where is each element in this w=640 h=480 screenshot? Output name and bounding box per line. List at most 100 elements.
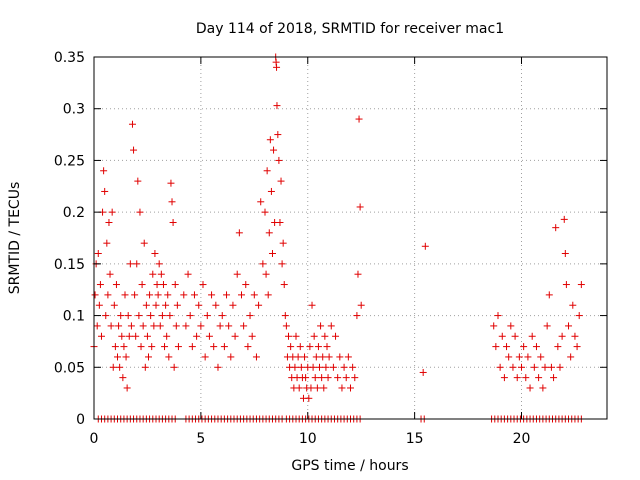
data-point <box>103 239 111 247</box>
data-point <box>419 368 427 376</box>
data-point <box>264 291 272 299</box>
data-point <box>235 229 243 237</box>
grid <box>94 57 607 419</box>
data-point <box>193 332 201 340</box>
data-point <box>273 102 281 110</box>
data-point <box>257 198 265 206</box>
data-point <box>169 218 177 226</box>
data-point <box>121 291 129 299</box>
data-point <box>149 270 157 278</box>
data-point <box>124 312 132 320</box>
data-point <box>526 384 534 392</box>
data-point <box>250 291 258 299</box>
data-point <box>500 374 508 382</box>
data-point <box>287 343 295 351</box>
data-point <box>332 332 340 340</box>
data-point <box>297 363 305 371</box>
data-point <box>117 312 125 320</box>
data-point <box>322 363 330 371</box>
data-point <box>128 120 136 128</box>
data-point <box>252 353 260 361</box>
data-point <box>513 374 521 382</box>
data-point <box>112 281 120 289</box>
plot-frame <box>93 56 608 420</box>
data-point <box>125 332 133 340</box>
data-point <box>321 332 329 340</box>
data-point <box>496 363 504 371</box>
data-point <box>156 322 164 330</box>
data-point <box>143 332 151 340</box>
data-point <box>114 353 122 361</box>
data-point <box>246 312 254 320</box>
data-point <box>110 301 118 309</box>
data-point <box>203 312 211 320</box>
data-point <box>91 291 99 299</box>
data-point <box>273 63 281 71</box>
x-tick-label: 15 <box>406 431 424 447</box>
data-point <box>535 374 543 382</box>
data-point <box>334 374 342 382</box>
data-point <box>127 322 135 330</box>
data-point <box>130 146 138 154</box>
data-point <box>558 332 566 340</box>
y-tick-label: 0.3 <box>63 102 85 118</box>
data-point <box>561 250 569 258</box>
data-point <box>157 270 165 278</box>
data-point <box>349 363 357 371</box>
data-point <box>195 301 203 309</box>
data-point <box>201 353 209 361</box>
data-point <box>220 343 228 351</box>
data-point <box>292 332 300 340</box>
data-point <box>270 146 278 154</box>
y-tick-label: 0.05 <box>54 360 85 376</box>
data-point <box>355 115 363 123</box>
data-point <box>316 363 324 371</box>
data-point <box>353 312 361 320</box>
data-point <box>163 332 171 340</box>
data-point <box>101 187 109 195</box>
data-point <box>116 363 124 371</box>
data-point <box>280 281 288 289</box>
chart-title: Day 114 of 2018, SRMTID for receiver mac… <box>196 21 504 37</box>
data-point <box>317 322 325 330</box>
data-point <box>134 177 142 185</box>
data-point <box>515 353 523 361</box>
data-point <box>218 312 226 320</box>
data-point <box>492 343 500 351</box>
data-point <box>111 343 119 351</box>
data-point <box>126 260 134 268</box>
data-point <box>150 322 158 330</box>
data-point <box>571 332 579 340</box>
data-point <box>318 374 326 382</box>
data-point <box>166 312 174 320</box>
data-point <box>190 291 198 299</box>
data-point <box>170 363 178 371</box>
data-point <box>539 384 547 392</box>
data-point <box>136 208 144 216</box>
data-point <box>528 332 536 340</box>
data-point <box>162 301 170 309</box>
data-point <box>319 353 327 361</box>
data-point <box>340 363 348 371</box>
data-point <box>305 394 313 402</box>
data-point <box>188 343 196 351</box>
data-point <box>154 291 162 299</box>
data-point <box>158 312 166 320</box>
data-point <box>575 312 583 320</box>
data-point <box>577 281 585 289</box>
data-point <box>282 322 290 330</box>
y-tick-label: 0.1 <box>63 309 85 325</box>
data-point <box>248 332 256 340</box>
data-point <box>541 363 549 371</box>
y-tick-label: 0.2 <box>63 205 85 221</box>
data-point <box>291 363 299 371</box>
y-tick-label: 0 <box>76 412 85 428</box>
data-point <box>278 260 286 268</box>
x-tick-label: 0 <box>90 431 99 447</box>
data-point <box>172 322 180 330</box>
data-point <box>148 343 156 351</box>
data-point <box>155 260 163 268</box>
data-point <box>294 353 302 361</box>
data-point <box>95 301 103 309</box>
data-point <box>336 353 344 361</box>
